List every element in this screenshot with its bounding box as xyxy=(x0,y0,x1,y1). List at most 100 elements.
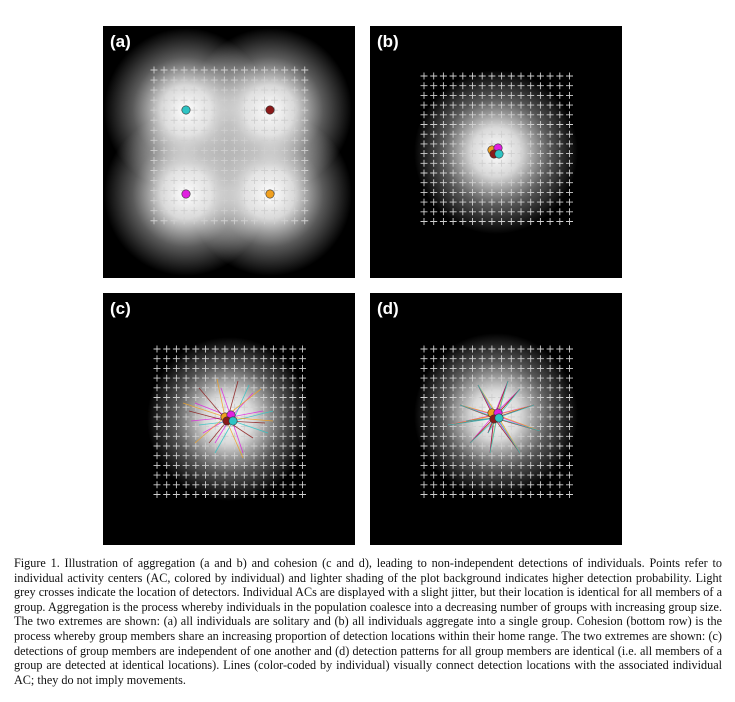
detector-cross xyxy=(449,461,457,469)
detector-cross xyxy=(210,116,218,124)
detector-cross xyxy=(430,111,438,119)
detector-cross xyxy=(507,374,515,382)
detector-cross xyxy=(478,355,486,363)
detector-cross xyxy=(556,150,564,158)
detector-cross xyxy=(260,452,268,460)
detector-cross xyxy=(170,116,178,124)
detector-cross xyxy=(231,461,239,469)
detector-cross xyxy=(192,364,200,372)
detector-cross xyxy=(299,491,306,498)
detector-cross xyxy=(271,86,279,94)
detector-cross xyxy=(430,218,438,225)
detector-cross xyxy=(230,187,238,195)
detector-cross xyxy=(449,198,457,206)
detector-cross xyxy=(170,106,178,114)
detector-cross xyxy=(507,442,515,450)
detector-cross xyxy=(172,413,180,421)
detector-cross xyxy=(301,197,309,205)
detector-cross xyxy=(269,423,277,431)
detector-cross xyxy=(240,384,248,392)
detector-cross xyxy=(261,116,269,124)
detector-cross xyxy=(546,452,554,460)
detector-cross xyxy=(261,187,269,195)
panel-b-plot xyxy=(414,70,578,234)
detector-cross xyxy=(459,461,467,469)
detector-cross xyxy=(430,188,438,196)
detector-cross xyxy=(459,394,467,401)
detector-cross xyxy=(182,423,190,431)
detector-cross xyxy=(546,374,554,382)
detector-cross xyxy=(536,394,544,401)
detector-cross xyxy=(220,106,228,114)
panel-label-c: (c) xyxy=(110,299,131,318)
detector-cross xyxy=(536,345,544,353)
detector-cross xyxy=(269,432,277,440)
activity-centers-c xyxy=(220,410,238,426)
detector-cross xyxy=(439,82,447,90)
detector-cross xyxy=(459,384,467,392)
detector-cross xyxy=(527,159,535,167)
detector-cross xyxy=(420,101,428,109)
detector-cross xyxy=(210,86,218,94)
detector-cross xyxy=(546,130,554,138)
detector-cross xyxy=(449,364,457,372)
detector-cross xyxy=(220,76,228,84)
detector-cross xyxy=(240,126,248,134)
detector-cross xyxy=(459,101,467,109)
detector-cross xyxy=(439,345,447,353)
detector-cross xyxy=(449,159,457,167)
detector-cross xyxy=(291,86,299,94)
detector-cross xyxy=(469,432,476,440)
detector-cross xyxy=(517,384,525,392)
detector-cross xyxy=(182,471,190,479)
detector-cross xyxy=(220,126,228,134)
detector-cross xyxy=(279,423,287,431)
detector-cross xyxy=(507,91,515,99)
detector-cross xyxy=(420,198,428,206)
detector-cross xyxy=(172,345,180,353)
detector-cross xyxy=(250,345,258,353)
detector-cross xyxy=(240,432,248,440)
detector-cross xyxy=(527,364,535,372)
detector-cross xyxy=(250,442,258,450)
detector-cross xyxy=(279,442,287,450)
detector-cross xyxy=(469,111,476,119)
detector-cross xyxy=(291,187,299,195)
detector-cross xyxy=(449,82,457,90)
detector-cross xyxy=(498,130,506,138)
detector-cross xyxy=(251,197,258,205)
detector-cross xyxy=(517,82,525,90)
detector-cross xyxy=(271,217,279,225)
detector-cross xyxy=(163,442,171,450)
detector-cross xyxy=(546,82,554,90)
detector-cross xyxy=(172,452,180,460)
detector-cross xyxy=(517,461,525,469)
detector-cross xyxy=(546,345,554,353)
detector-cross xyxy=(231,355,239,363)
detector-cross xyxy=(507,208,515,216)
detector-cross xyxy=(261,197,269,205)
detector-cross xyxy=(527,432,535,440)
detector-cross xyxy=(281,187,289,195)
detector-cross xyxy=(536,481,544,489)
detector-cross xyxy=(498,159,506,167)
detector-cross xyxy=(153,355,161,363)
detector-cross xyxy=(150,207,158,215)
detector-cross xyxy=(507,345,515,353)
detector-cross xyxy=(546,432,554,440)
detection-line xyxy=(493,417,521,454)
detector-cross xyxy=(289,403,297,411)
detector-cross xyxy=(210,197,218,205)
detector-cross xyxy=(299,481,306,489)
detector-cross xyxy=(527,471,535,479)
detector-cross xyxy=(527,461,535,469)
detector-cross xyxy=(556,355,564,363)
detector-cross xyxy=(439,423,447,431)
detector-grid-d xyxy=(420,345,573,498)
detector-cross xyxy=(488,130,496,138)
detector-cross xyxy=(240,187,248,195)
detector-cross xyxy=(478,101,486,109)
detector-cross xyxy=(527,442,535,450)
detector-cross xyxy=(420,130,428,138)
detector-cross xyxy=(220,66,228,74)
